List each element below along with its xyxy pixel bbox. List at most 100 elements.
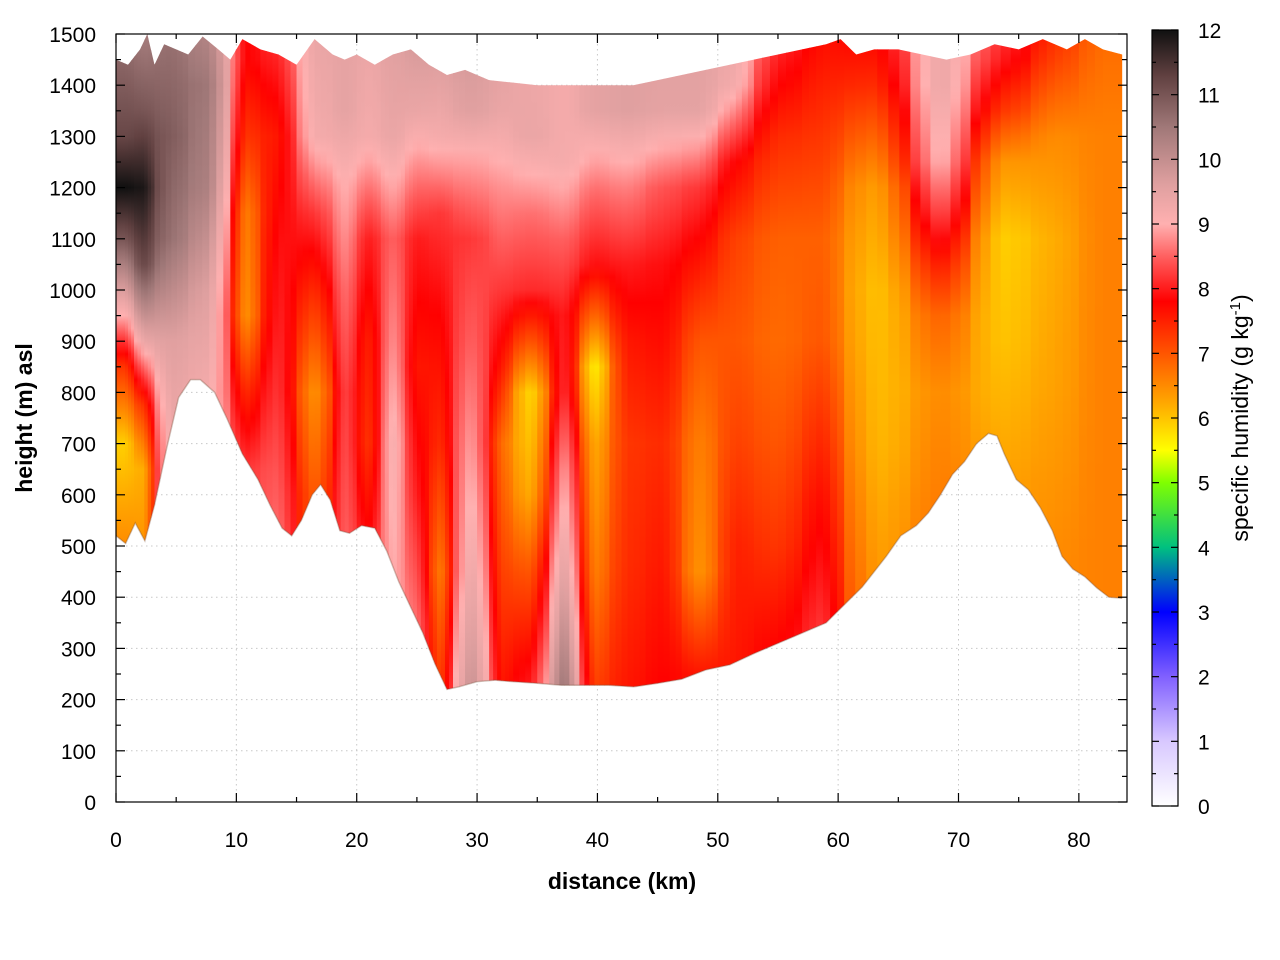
field-column: [970, 34, 982, 690]
colorbar-tick-label: 10: [1198, 149, 1221, 172]
x-tick-label: 70: [947, 829, 970, 852]
field-column: [669, 34, 677, 690]
field-column: [471, 34, 478, 690]
field-column: [151, 34, 156, 690]
field-column: [980, 34, 992, 690]
field-column: [140, 34, 145, 690]
field-column: [633, 34, 641, 690]
field-column: [188, 34, 196, 690]
field-column: [134, 34, 139, 690]
colorbar-tick-label: 9: [1198, 214, 1210, 237]
field-column: [501, 34, 506, 690]
x-tick-label: 60: [826, 829, 849, 852]
field-column: [1070, 34, 1080, 690]
field-column: [1000, 34, 1012, 690]
field-column: [412, 34, 418, 690]
field-column: [823, 34, 831, 690]
field-column: [483, 34, 490, 690]
field-column: [604, 34, 611, 690]
field-column: [368, 34, 374, 690]
field-column: [380, 34, 386, 690]
field-column: [137, 34, 142, 690]
field-column: [1046, 34, 1056, 690]
field-column: [424, 34, 430, 690]
field-column: [278, 34, 286, 690]
field-column: [705, 34, 713, 690]
field-column: [559, 34, 565, 690]
x-axis: 0 10 20 30 40 50 60 70 80: [110, 34, 1091, 852]
field-column: [477, 34, 484, 690]
field-column: [888, 34, 900, 690]
field-column: [182, 34, 189, 690]
field-column: [440, 34, 446, 690]
field-column: [444, 34, 450, 690]
field-column: [537, 34, 544, 690]
y-tick-label: 1500: [49, 24, 96, 47]
field-column: [1054, 34, 1064, 690]
field-column: [651, 34, 659, 690]
field-column: [930, 34, 942, 690]
field-column: [711, 34, 719, 690]
field-column: [125, 34, 129, 690]
field-column: [1094, 34, 1104, 690]
field-column: [376, 34, 382, 690]
field-column: [230, 34, 236, 690]
field-column: [364, 34, 370, 690]
field-column: [428, 34, 434, 690]
field-column: [723, 34, 731, 690]
colorbar-tick-label: 6: [1198, 408, 1210, 431]
field-column: [910, 34, 921, 690]
field-column: [505, 34, 510, 690]
y-tick-label: 1000: [49, 280, 96, 303]
field-column: [1110, 34, 1120, 690]
field-column: [564, 34, 570, 690]
field-column: [176, 34, 184, 690]
field-column: [627, 34, 635, 690]
field-column: [809, 34, 817, 690]
y-axis: 0 100 200 300 400 500 600 700 800 900 1000 1100 1200…: [49, 24, 1127, 815]
x-tick-label: 80: [1067, 829, 1090, 852]
field-column: [340, 34, 346, 690]
field-column: [320, 34, 328, 690]
field-column: [336, 34, 342, 690]
field-column: [1010, 34, 1022, 690]
x-tick-label: 30: [465, 829, 488, 852]
y-tick-label: 0: [84, 792, 96, 815]
field-column: [332, 34, 338, 690]
y-tick-label: 800: [61, 382, 96, 405]
field-column: [531, 34, 538, 690]
x-tick-label: 0: [110, 829, 122, 852]
field-column: [372, 34, 378, 690]
field-column: [741, 34, 749, 690]
colorbar-tick-label: 11: [1198, 85, 1220, 108]
field-column: [128, 34, 132, 690]
field-column: [837, 34, 845, 690]
field-column: [675, 34, 683, 690]
field-column: [657, 34, 665, 690]
field-column: [396, 34, 402, 690]
field-column: [830, 34, 838, 690]
colorbar-frame: [1151, 29, 1179, 807]
field-column: [920, 34, 932, 690]
colorbar-tick-label: 0: [1198, 796, 1210, 819]
field-column: [493, 34, 498, 690]
y-tick-label: 1200: [49, 178, 96, 201]
field-column: [615, 34, 623, 690]
x-tick-label: 50: [706, 829, 729, 852]
field-column: [160, 34, 167, 690]
field-column: [729, 34, 737, 690]
y-tick-label: 600: [61, 485, 96, 508]
field-column: [513, 34, 520, 690]
field-column: [735, 34, 743, 690]
field-column: [223, 34, 231, 690]
colorbar-tick-label: 8: [1198, 279, 1210, 302]
field-column: [154, 34, 161, 690]
field-column: [314, 34, 322, 690]
field-column: [777, 34, 787, 690]
field-column: [681, 34, 689, 690]
y-tick-label: 200: [61, 690, 96, 713]
field-column: [794, 34, 803, 690]
field-column: [360, 34, 366, 690]
